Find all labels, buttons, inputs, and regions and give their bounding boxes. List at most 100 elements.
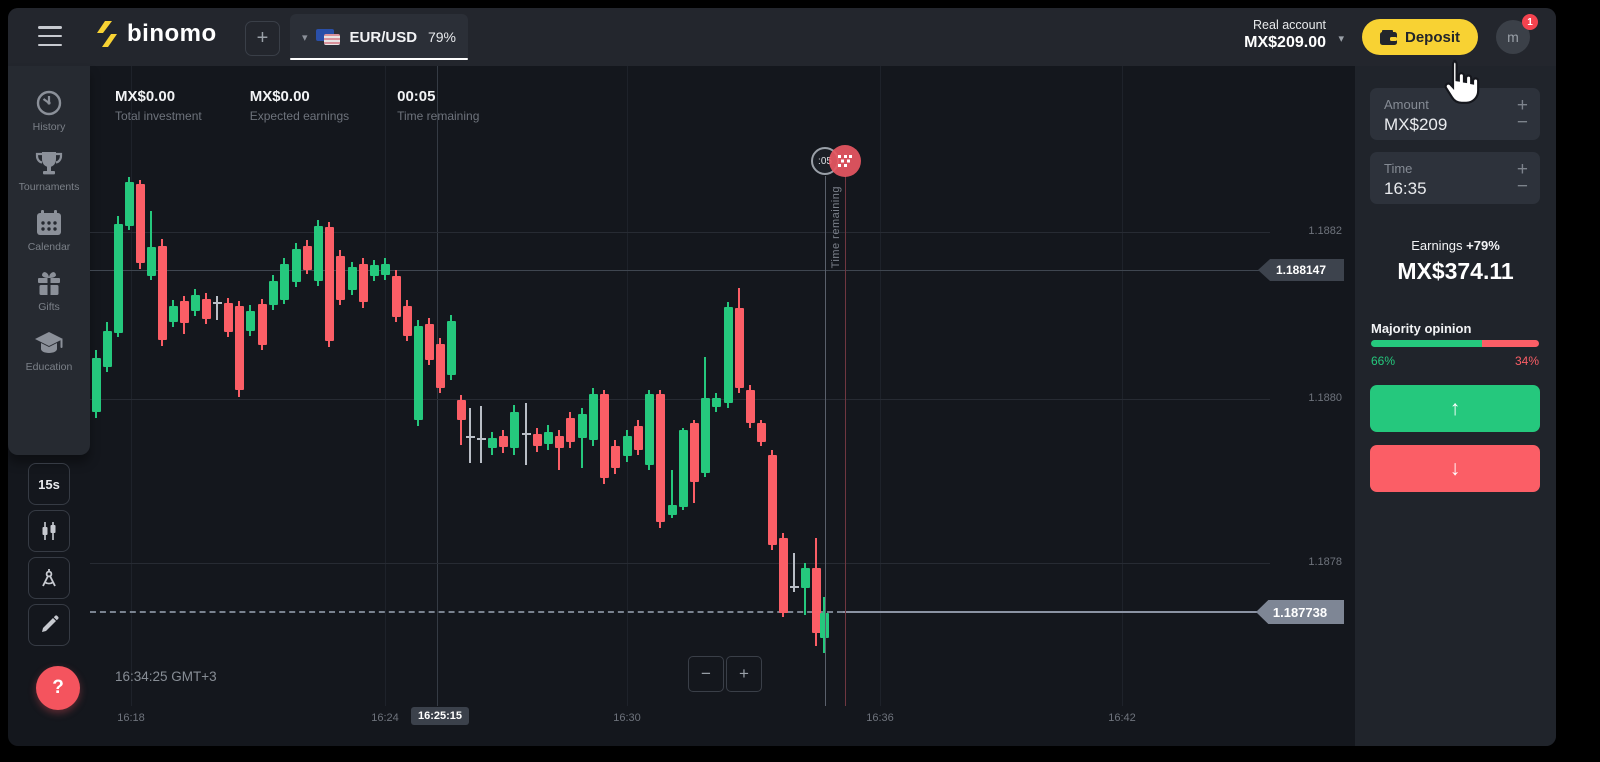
chart-tools: 15s: [8, 463, 90, 646]
stat-total-investment: MX$0.00 Total investment: [115, 88, 202, 123]
sidebar-item-calendar[interactable]: Calendar: [28, 210, 70, 253]
v-gridline: [385, 66, 386, 706]
wallet-icon: [1379, 29, 1397, 45]
candle: [690, 423, 699, 482]
up-arrow-icon: ↑: [1449, 396, 1461, 420]
amount-field[interactable]: Amount MX$209 + −: [1370, 88, 1540, 140]
sidebar-item-education[interactable]: Education: [26, 330, 72, 373]
app-window: binomo + ▾ EUR/USD 79% Real account MX$2…: [8, 8, 1556, 746]
candle: [499, 436, 508, 447]
candle-wick: [216, 296, 218, 320]
add-asset-tab-button[interactable]: +: [245, 21, 280, 56]
top-bar: binomo + ▾ EUR/USD 79% Real account MX$2…: [8, 8, 1556, 66]
candle: [779, 538, 788, 613]
help-button[interactable]: ?: [36, 666, 80, 710]
candle: [447, 321, 456, 375]
asset-tab-eurusd[interactable]: ▾ EUR/USD 79%: [290, 14, 468, 60]
candle: [191, 295, 200, 311]
majority-opinion-title: Majority opinion: [1371, 321, 1472, 336]
v-gridline: [627, 66, 628, 706]
strike-price-badge: 1.188147: [1258, 259, 1344, 281]
majority-opinion-bar: [1371, 340, 1539, 347]
buy-down-button[interactable]: ↓: [1370, 445, 1540, 492]
stat-label: Expected earnings: [249, 109, 350, 123]
expiry-flag-marker: [829, 145, 861, 177]
zoom-controls[interactable]: − +: [688, 656, 762, 692]
amount-label: Amount: [1384, 97, 1429, 112]
candle: [488, 438, 497, 448]
candle: [578, 414, 587, 438]
y-axis-label: 1.1880: [1308, 392, 1342, 404]
majority-percentages: 66% 34%: [1371, 354, 1539, 368]
candle: [224, 303, 233, 332]
candle-wick: [480, 406, 482, 463]
candle: [269, 281, 278, 305]
account-selector[interactable]: Real account MX$209.00: [1244, 18, 1326, 52]
account-chevron-down-icon[interactable]: ▾: [1338, 33, 1344, 45]
candle: [712, 398, 721, 407]
candle-doji: [477, 438, 486, 440]
candle: [801, 568, 810, 588]
current-price-line: [843, 611, 1262, 613]
stat-expected-earnings: MX$0.00 Expected earnings: [250, 88, 349, 123]
candle: [92, 358, 101, 412]
drawing-button[interactable]: [28, 604, 70, 646]
candle: [679, 430, 688, 507]
candle: [623, 436, 632, 456]
candle: [611, 446, 620, 468]
sidebar-item-tournaments[interactable]: Tournaments: [19, 150, 79, 193]
earnings-value: MX$374.11: [1397, 258, 1514, 284]
candle: [180, 301, 189, 323]
amount-increase-button[interactable]: +: [1516, 95, 1528, 116]
zoom-in-button[interactable]: +: [726, 656, 762, 692]
account-balance: MX$209.00: [1244, 34, 1326, 51]
candle: [136, 184, 145, 263]
time-increase-button[interactable]: +: [1516, 159, 1528, 180]
stat-time-remaining: 00:05 Time remaining: [397, 88, 479, 123]
indicators-button[interactable]: [28, 510, 70, 552]
chart-clock: 16:34:25 GMT+3: [115, 669, 217, 684]
v-gridline: [131, 66, 132, 706]
candle-wick: [558, 430, 560, 470]
x-axis-label: 16:18: [117, 712, 145, 724]
amount-decrease-button[interactable]: −: [1516, 112, 1528, 133]
candle: [812, 568, 821, 633]
candle: [555, 436, 564, 448]
candlestick-chart[interactable]: 16:18 16:24 16:30 16:36 16:42 16:25:15 1.1882 1…: [90, 66, 1355, 746]
candle: [768, 455, 777, 545]
zoom-out-button[interactable]: −: [688, 656, 724, 692]
sidebar-item-history[interactable]: History: [32, 90, 66, 133]
candle-wick: [581, 408, 583, 468]
strategies-button[interactable]: [28, 557, 70, 599]
candle-doji: [213, 302, 222, 304]
stat-label: Total investment: [115, 109, 202, 123]
down-arrow-icon: ↓: [1449, 456, 1461, 480]
candle-doji: [790, 586, 799, 588]
candle: [147, 247, 156, 276]
pair-payout: 79%: [427, 29, 456, 45]
v-gridline: [880, 66, 881, 706]
candle: [381, 264, 390, 275]
avatar-letter: m: [1507, 29, 1519, 45]
buy-up-button[interactable]: ↑: [1370, 385, 1540, 432]
stat-value: MX$0.00: [249, 88, 310, 105]
pencil-icon: [42, 615, 59, 632]
time-field[interactable]: Time 16:35 + −: [1370, 152, 1540, 204]
account-type-label: Real account: [1253, 18, 1326, 32]
sidebar-item-label: History: [32, 121, 66, 133]
stat-value: 00:05: [397, 88, 436, 105]
sidebar-item-gifts[interactable]: Gifts: [36, 270, 62, 313]
trophy-icon: [35, 152, 63, 175]
chevron-down-icon[interactable]: ▾: [302, 31, 308, 44]
y-axis-label: 1.1878: [1308, 556, 1342, 568]
x-axis-label: 16:24: [371, 712, 399, 724]
deposit-button[interactable]: Deposit: [1361, 19, 1478, 55]
majority-down-segment: [1481, 340, 1539, 347]
time-decrease-button[interactable]: −: [1516, 176, 1528, 197]
hamburger-menu-icon[interactable]: [38, 26, 62, 46]
graduation-cap-icon: [34, 332, 63, 353]
candle: [645, 394, 654, 465]
candle: [436, 344, 445, 388]
timeframe-button[interactable]: 15s: [28, 463, 70, 505]
candle: [202, 299, 211, 319]
